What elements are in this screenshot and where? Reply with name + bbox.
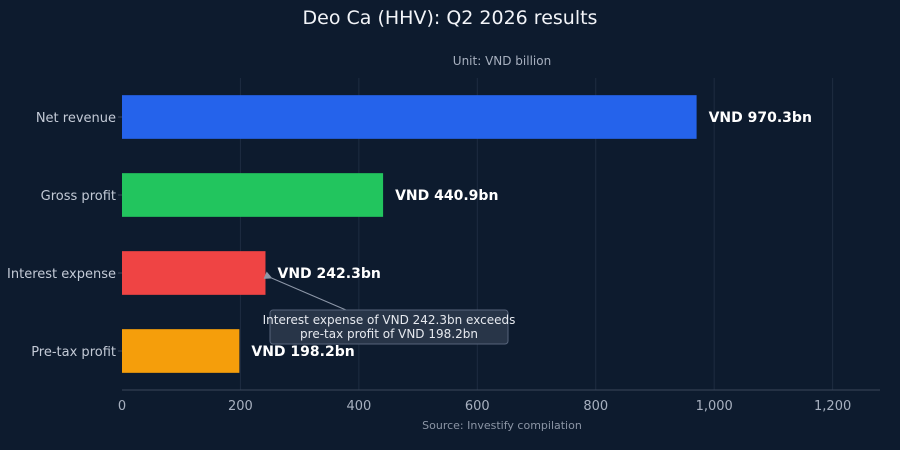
bars xyxy=(122,95,697,373)
category-label: Net revenue xyxy=(36,111,116,126)
data-labels: VND 970.3bn VND 440.9bn VND 242.3bn VND 198… xyxy=(251,110,812,360)
x-tick-label: 1,000 xyxy=(696,399,733,414)
category-label: Pre-tax profit xyxy=(31,345,116,360)
x-axis-ticks: 0 200 400 600 800 1,000 1,200 xyxy=(118,399,851,414)
x-tick-label: 600 xyxy=(465,399,490,414)
data-label: VND 440.9bn xyxy=(395,188,498,204)
category-label: Interest expense xyxy=(7,267,116,282)
chart-subtitle: Unit: VND billion xyxy=(453,54,551,68)
data-label: VND 198.2bn xyxy=(251,344,354,360)
bar xyxy=(122,251,266,295)
annotation-text: Interest expense of VND 242.3bn exceeds xyxy=(263,313,516,327)
data-label: VND 242.3bn xyxy=(277,266,380,282)
y-axis-ticks: Net revenue Gross profit Interest expense P… xyxy=(7,111,122,360)
annotation: Interest expense of VND 242.3bn exceedsp… xyxy=(263,271,516,345)
x-tick-label: 400 xyxy=(346,399,371,414)
x-tick-label: 200 xyxy=(228,399,253,414)
bar xyxy=(122,329,240,373)
x-tick-label: 800 xyxy=(583,399,608,414)
x-tick-label: 0 xyxy=(118,399,126,414)
bar xyxy=(122,95,697,139)
x-tick-label: 1,200 xyxy=(814,399,851,414)
bar xyxy=(122,173,384,217)
category-label: Gross profit xyxy=(41,189,116,204)
annotation-box xyxy=(269,309,509,345)
annotation-text: pre-tax profit of VND 198.2bn xyxy=(300,327,478,341)
data-label: VND 970.3bn xyxy=(709,110,812,126)
annotation-arrow xyxy=(263,271,347,311)
chart-source: Source: Investify compilation xyxy=(422,419,582,432)
chart-title: Deo Ca (HHV): Q2 2026 results xyxy=(303,7,598,29)
